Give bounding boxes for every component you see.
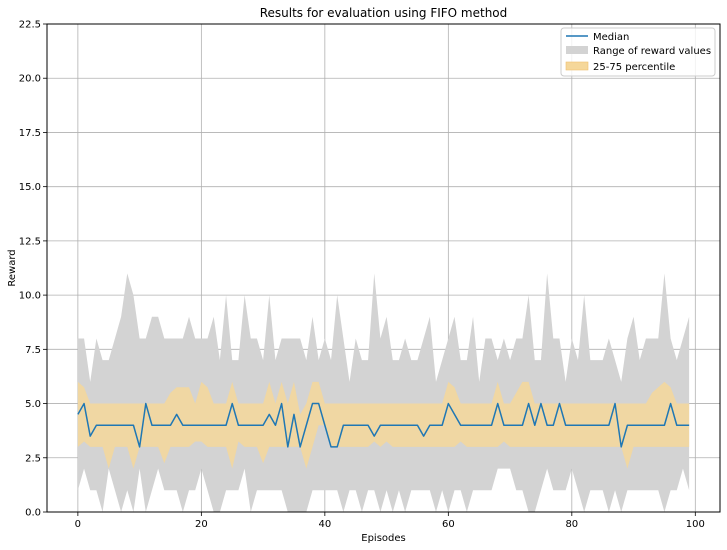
x-axis-label: Episodes: [361, 533, 405, 544]
x-tick-label-1: 20: [195, 519, 208, 530]
legend-range-swatch: [566, 46, 588, 54]
chart-title: Results for evaluation using FIFO method: [260, 6, 508, 20]
x-tick-label-4: 80: [565, 519, 578, 530]
median-line: [77, 402, 690, 448]
y-tick-label-1: 2.5: [25, 453, 41, 464]
x-tick-label-3: 60: [442, 519, 455, 530]
ticks: 0 20 40 60 80 100 0.0 2.5 5.0 7.5 10.0 12.5 15.0 17.5…: [19, 20, 705, 531]
y-tick-label-2: 5.0: [25, 399, 41, 410]
plot-frame: [46, 23, 721, 513]
y-tick-label-5: 12.5: [19, 236, 41, 247]
legend: Median Range of reward values 25-75 perc…: [560, 27, 716, 77]
legend-percentile-swatch: [565, 61, 589, 71]
median-line-layer: [77, 402, 690, 448]
y-tick-label-6: 15.0: [19, 182, 41, 193]
legend-percentile-label: 25-75 percentile: [593, 62, 675, 73]
x-tick-label-0: 0: [75, 519, 81, 530]
y-tick-label-9: 22.5: [19, 20, 41, 31]
y-axis-label: Reward: [7, 249, 18, 286]
y-tick-label-8: 20.0: [19, 74, 41, 85]
x-tick-label-5: 100: [686, 519, 705, 530]
y-tick-label-3: 7.5: [25, 345, 41, 356]
legend-range-label: Range of reward values: [593, 46, 711, 57]
y-tick-label-7: 17.5: [19, 128, 41, 139]
y-tick-label-0: 0.0: [25, 508, 41, 519]
y-tick-label-4: 10.0: [19, 291, 41, 302]
x-tick-label-2: 40: [318, 519, 331, 530]
legend-box: [560, 27, 716, 77]
legend-median-label: Median: [593, 32, 629, 43]
